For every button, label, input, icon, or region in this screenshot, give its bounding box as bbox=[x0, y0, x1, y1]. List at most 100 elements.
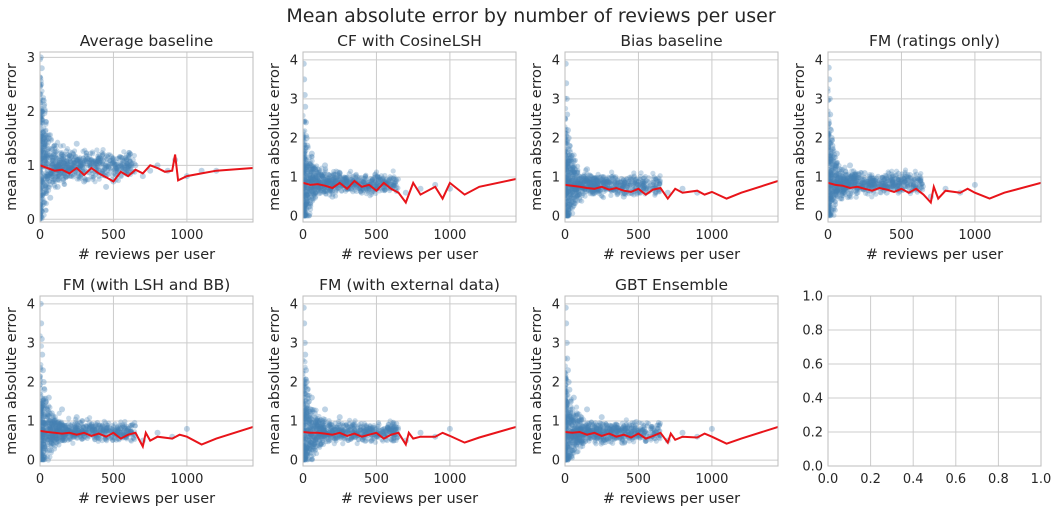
scatter-point bbox=[40, 367, 46, 373]
y-tick-label: 0 bbox=[27, 213, 35, 228]
scatter-point bbox=[609, 170, 614, 175]
x-axis-label: # reviews per user bbox=[78, 247, 215, 263]
scatter-point bbox=[621, 194, 627, 200]
scatter-point bbox=[573, 187, 578, 192]
y-tick-label: 0 bbox=[815, 210, 823, 225]
x-tick-label: 0 bbox=[299, 228, 307, 243]
scatter-point bbox=[81, 155, 86, 160]
scatter-point bbox=[125, 168, 131, 174]
scatter-point bbox=[566, 135, 572, 141]
scatter-point bbox=[377, 175, 382, 180]
scatter-point bbox=[66, 162, 72, 168]
x-tick-label: 500 bbox=[101, 228, 126, 243]
scatter-point bbox=[155, 430, 161, 436]
y-tick-label: 0 bbox=[290, 210, 298, 225]
scatter-point bbox=[854, 190, 860, 196]
y-axis-label: mean absolute error bbox=[529, 63, 545, 211]
scatter-point bbox=[40, 130, 46, 136]
scatter-point bbox=[372, 172, 377, 177]
scatter-point bbox=[567, 179, 572, 184]
subplot-title: FM (ratings only) bbox=[869, 32, 1000, 50]
x-axis-label: # reviews per user bbox=[78, 491, 215, 507]
axes-frame bbox=[40, 52, 253, 222]
y-tick-label: 1 bbox=[27, 159, 35, 174]
x-axis-label: # reviews per user bbox=[603, 247, 740, 263]
y-tick-label: 1 bbox=[27, 415, 35, 430]
scatter-point bbox=[563, 80, 569, 86]
scatter-point bbox=[309, 151, 315, 157]
scatter-point bbox=[74, 141, 80, 147]
scatter-point bbox=[103, 420, 108, 425]
scatter-point bbox=[41, 379, 47, 385]
scatter-point bbox=[41, 420, 46, 425]
scatter-point bbox=[71, 152, 76, 157]
y-axis-label: mean absolute error bbox=[4, 307, 20, 455]
scatter-point bbox=[52, 446, 57, 451]
scatter-point bbox=[852, 178, 857, 183]
figure-title: Mean absolute error by number of reviews… bbox=[286, 5, 775, 27]
scatter-point bbox=[599, 174, 605, 180]
subplot-title: Average baseline bbox=[80, 32, 214, 50]
scatter-point bbox=[363, 174, 368, 179]
scatter-point bbox=[840, 174, 846, 180]
y-tick-label: 0 bbox=[27, 454, 35, 469]
y-tick-label: 3 bbox=[27, 51, 35, 66]
x-tick-label: 500 bbox=[364, 228, 389, 243]
scatter-point bbox=[121, 149, 126, 154]
scatter-point bbox=[304, 143, 310, 149]
scatter-point bbox=[889, 169, 894, 174]
scatter-point bbox=[66, 434, 72, 440]
scatter-point bbox=[302, 192, 307, 197]
scatter-point bbox=[311, 185, 316, 190]
scatter-point bbox=[849, 182, 854, 187]
scatter-point bbox=[342, 174, 347, 179]
scatter-point bbox=[74, 414, 80, 420]
scatter-point bbox=[125, 426, 131, 432]
scatter-point bbox=[103, 426, 109, 432]
scatter-point bbox=[40, 179, 45, 184]
scatter-point bbox=[59, 421, 64, 426]
scatter-point bbox=[903, 170, 908, 175]
y-tick-label: 2 bbox=[27, 105, 35, 120]
scatter-point bbox=[304, 207, 309, 212]
scatter-point bbox=[891, 182, 897, 188]
scatter-point bbox=[627, 179, 632, 184]
scatter-point bbox=[52, 418, 58, 424]
scatter-point bbox=[44, 152, 50, 158]
scatter-point bbox=[563, 106, 568, 111]
scatter-point bbox=[357, 175, 362, 180]
scatter-point bbox=[301, 76, 307, 82]
scatter-point bbox=[658, 179, 663, 184]
scatter-point bbox=[635, 182, 641, 188]
x-tick-label: 0 bbox=[36, 472, 44, 487]
plot-area bbox=[37, 54, 253, 221]
scatter-point bbox=[66, 421, 71, 426]
scatter-point bbox=[832, 206, 837, 211]
scatter-point bbox=[303, 119, 309, 125]
scatter-point bbox=[127, 154, 132, 159]
scatter-point bbox=[601, 180, 606, 185]
scatter-point bbox=[59, 152, 65, 158]
scatter-point bbox=[829, 135, 835, 141]
scatter-point bbox=[828, 127, 834, 133]
scatter-point bbox=[50, 162, 55, 167]
scatter-point bbox=[579, 199, 584, 204]
scatter-point bbox=[570, 200, 575, 205]
scatter-point bbox=[110, 423, 115, 428]
scatter-point bbox=[109, 435, 114, 440]
scatter-point bbox=[894, 169, 899, 174]
scatter-point bbox=[834, 151, 840, 157]
scatter-point bbox=[61, 179, 66, 184]
y-tick-label: 4 bbox=[290, 53, 298, 68]
scatter-point bbox=[85, 436, 90, 441]
scatter-point bbox=[301, 213, 306, 218]
scatter-point bbox=[47, 195, 53, 201]
scatter-point bbox=[837, 166, 843, 172]
scatter-point bbox=[98, 158, 103, 163]
y-axis-label: mean absolute error bbox=[267, 63, 283, 211]
y-tick-label: 0 bbox=[552, 210, 560, 225]
scatter-point bbox=[77, 176, 82, 181]
